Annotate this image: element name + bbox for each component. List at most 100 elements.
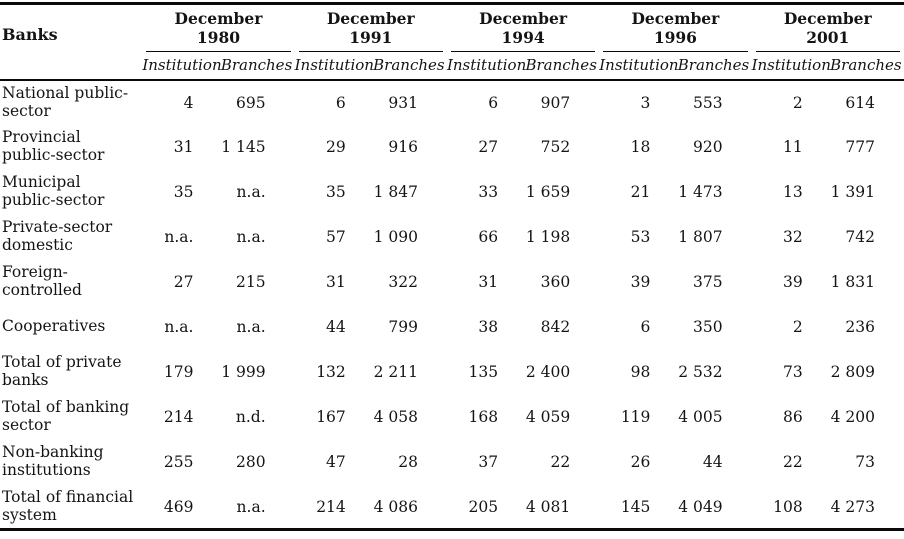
group-line2: 1994	[501, 27, 545, 47]
branches-value-cell: n.a.	[236, 497, 266, 516]
institution-value-cell: 98	[630, 363, 651, 382]
year-group-1994: December 1994	[447, 4, 599, 52]
institution-value-cell: 35	[326, 183, 346, 202]
branches-value-cell: 842	[540, 318, 571, 337]
institution-value-cell: 39	[782, 273, 803, 292]
group-line2: 1996	[653, 27, 697, 47]
branches-value-cell: 4 086	[373, 497, 418, 516]
branches-value-cell: 375	[692, 273, 723, 292]
table-row: Total of financial system 469 n.a. 214 4 086…	[0, 485, 904, 530]
group-line2: 2001	[806, 27, 850, 47]
institution-header: Institution	[294, 51, 374, 81]
year-group-1996: December 1996	[599, 4, 751, 52]
branches-value-cell: 73	[855, 453, 875, 472]
year-group-2001: December 2001	[752, 4, 904, 52]
branches-value-cell: 2 400	[525, 363, 571, 382]
banks-column-header: Banks	[0, 3, 143, 81]
row-label: Provincial public-sector	[2, 128, 105, 165]
branches-value-cell: 1 847	[373, 183, 418, 202]
branches-value-cell: 1 198	[525, 228, 571, 247]
branches-value-cell: 931	[388, 93, 418, 112]
row-label: Private-sector domestic	[2, 218, 113, 255]
branches-value-cell: 4 081	[525, 497, 571, 516]
institution-value-cell: 18	[630, 138, 651, 157]
row-label: Total of banking sector	[2, 398, 130, 435]
branches-value-cell: 22	[550, 453, 571, 472]
branches-value-cell: 2 809	[830, 363, 875, 382]
subheader-row: Institution Branches Institution Branche…	[0, 51, 904, 81]
institution-value-cell: 66	[478, 228, 499, 247]
group-line1: December	[783, 9, 872, 28]
group-line1: December	[479, 9, 568, 28]
institution-value-cell: 145	[620, 497, 651, 516]
table-row: Total of banking sector 214 n.d. 167 4 058 16…	[0, 395, 904, 440]
institution-value-cell: 27	[478, 138, 499, 157]
institution-value-cell: 179	[163, 363, 194, 382]
institution-header: Institution	[446, 51, 526, 81]
branches-value-cell: 1 659	[525, 183, 571, 202]
institution-value-cell: 35	[173, 183, 194, 202]
branches-value-cell: 280	[236, 453, 266, 472]
branches-header: Branches	[218, 51, 295, 81]
branches-value-cell: 614	[845, 93, 875, 112]
institution-value-cell: 73	[782, 363, 803, 382]
branches-value-cell: 1 831	[830, 273, 875, 292]
table-row: Provincial public-sector 31 1 145 29 916 27 75…	[0, 125, 904, 170]
institution-value-cell: 167	[316, 408, 346, 427]
institution-value-cell: 6	[488, 93, 499, 112]
institution-value-cell: 57	[326, 228, 346, 247]
branches-value-cell: 44	[702, 453, 723, 472]
table-body: National public-sector 4 695 6 931 6 907 3 553 2 6…	[0, 80, 904, 530]
branches-value-cell: 777	[845, 138, 875, 157]
table-row: Private-sector domestic n.a. n.a. 57 1 090 66…	[0, 215, 904, 260]
branches-value-cell: 4 273	[830, 497, 875, 516]
branches-value-cell: 920	[692, 138, 723, 157]
table-row: Foreign-controlled 27 215 31 322 31 360 39 375 39…	[0, 260, 904, 305]
group-line1: December	[174, 9, 263, 28]
branches-value-cell: 350	[692, 318, 723, 337]
institution-value-cell: 31	[478, 273, 499, 292]
table-header: Banks December 1980 December 1991 December…	[0, 3, 904, 81]
row-label: Cooperatives	[2, 317, 106, 336]
branches-header: Branches	[827, 51, 904, 81]
branches-value-cell: 322	[388, 273, 418, 292]
institution-value-cell: 31	[173, 138, 194, 157]
branches-value-cell: 4 005	[678, 408, 723, 427]
institution-value-cell: 22	[782, 453, 803, 472]
branches-value-cell: 4 049	[678, 497, 723, 516]
branches-value-cell: 916	[388, 138, 418, 157]
institution-header: Institution	[599, 51, 679, 81]
branches-value-cell: 215	[236, 273, 266, 292]
institution-value-cell: 214	[163, 408, 194, 427]
institution-value-cell: 108	[773, 497, 803, 516]
institution-value-cell: 4	[183, 93, 194, 112]
institution-value-cell: 168	[468, 408, 499, 427]
branches-value-cell: 28	[398, 453, 418, 472]
institution-value-cell: 53	[630, 228, 651, 247]
institution-value-cell: 31	[326, 273, 346, 292]
row-label: National public-sector	[2, 83, 129, 120]
row-label: Municipal public-sector	[2, 173, 105, 210]
year-header-row: Banks December 1980 December 1991 December…	[0, 3, 904, 81]
institution-value-cell: n.a.	[164, 228, 194, 247]
institution-value-cell: 27	[173, 273, 194, 292]
group-line2: 1980	[196, 27, 241, 47]
institution-value-cell: 86	[782, 408, 803, 427]
institution-value-cell: 21	[630, 183, 651, 202]
row-label: Total of financial system	[2, 487, 134, 524]
institution-header: Institution	[751, 51, 831, 81]
branches-value-cell: n.a.	[236, 318, 266, 337]
branches-value-cell: 4 200	[830, 408, 875, 427]
branches-value-cell: n.a.	[236, 228, 266, 247]
branches-header: Branches	[675, 51, 752, 81]
table-row: Cooperatives n.a. n.a. 44 799 38 842 6 350 2 236	[0, 305, 904, 350]
branches-value-cell: 1 145	[221, 138, 266, 157]
institution-value-cell: 255	[163, 453, 194, 472]
institution-value-cell: 32	[782, 228, 803, 247]
institution-value-cell: 47	[326, 453, 346, 472]
institution-value-cell: 132	[316, 363, 346, 382]
group-line1: December	[326, 9, 415, 28]
branches-value-cell: 360	[540, 273, 571, 292]
institution-value-cell: 135	[468, 363, 499, 382]
